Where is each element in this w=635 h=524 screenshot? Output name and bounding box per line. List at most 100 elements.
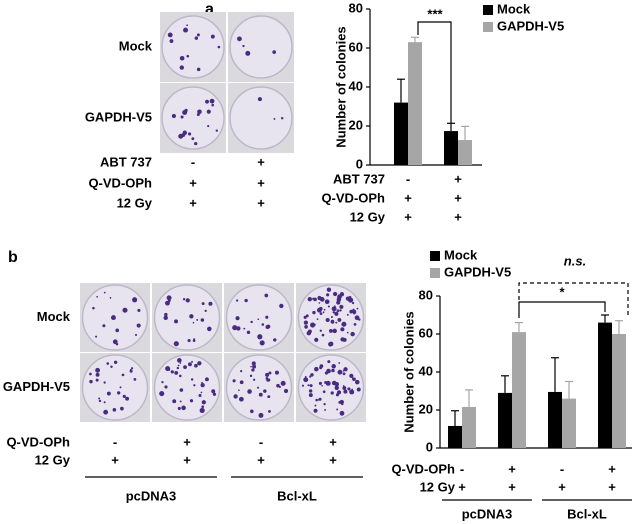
condition-sign: + (183, 452, 191, 467)
condition-sign: + (257, 175, 265, 190)
condition-sign: + (508, 479, 516, 494)
colony (326, 368, 331, 374)
colony (268, 409, 271, 413)
colony (303, 377, 309, 383)
condition-label: ABT 737 (100, 154, 152, 169)
colony (189, 399, 194, 403)
colony (307, 384, 310, 387)
group-label: pcDNA3 (126, 488, 177, 503)
plate (153, 354, 221, 421)
colony (174, 371, 179, 375)
colony (318, 381, 322, 385)
annotation: n.s. (564, 253, 586, 268)
colony (334, 386, 339, 391)
group-label: pcDNA3 (462, 506, 513, 521)
row-label: GAPDH-V5 (85, 109, 152, 124)
condition-sign: + (404, 209, 412, 224)
colony (308, 393, 313, 398)
condition-sign: + (183, 434, 191, 449)
legend-label: Mock (497, 1, 531, 16)
colony (263, 389, 267, 393)
condition-sign: + (558, 479, 566, 494)
error-bar (601, 314, 609, 323)
colony (324, 381, 328, 384)
bar (562, 398, 576, 448)
significance-bracket (518, 301, 606, 318)
colony (112, 339, 118, 345)
error-bar (501, 375, 509, 393)
colony (250, 320, 253, 324)
colony (258, 412, 264, 418)
colony (197, 361, 202, 366)
condition-sign: + (257, 154, 265, 169)
colony (215, 129, 218, 132)
colony (188, 362, 192, 367)
colony (318, 306, 323, 311)
colony (268, 371, 272, 375)
colony (102, 324, 106, 328)
colony (89, 379, 93, 384)
y-tick-label: 40 (419, 363, 433, 378)
colony (313, 323, 316, 326)
colony (165, 300, 170, 306)
bar (462, 406, 476, 448)
colony (177, 364, 180, 367)
colony (167, 32, 173, 38)
colony (169, 39, 174, 44)
row-label: Mock (119, 38, 153, 53)
legend-swatch (483, 5, 493, 15)
colony (106, 391, 111, 396)
colony (95, 367, 100, 373)
colony (119, 386, 122, 389)
colony (103, 401, 106, 404)
bar (548, 391, 562, 448)
error-bar (461, 125, 469, 141)
colony (319, 297, 325, 302)
colony (188, 132, 192, 136)
colony (235, 316, 240, 321)
condition-sign: - (259, 434, 263, 449)
colony (346, 331, 349, 334)
colony (309, 384, 313, 388)
colony (199, 407, 205, 414)
colony (208, 301, 213, 306)
colony (185, 298, 190, 303)
colony (197, 109, 202, 115)
y-tick-label: 0 (356, 156, 363, 171)
colony (337, 391, 340, 393)
colony (272, 50, 276, 54)
legend-swatch (483, 22, 493, 32)
condition-sign: + (508, 461, 516, 476)
colony (348, 295, 352, 299)
colony (349, 389, 355, 395)
colony (251, 361, 256, 366)
colony (303, 320, 309, 325)
colony (186, 24, 188, 27)
colony (237, 36, 242, 42)
colony (201, 400, 206, 405)
colony (103, 381, 106, 384)
colony (349, 373, 354, 379)
colony (330, 391, 334, 395)
colony (347, 387, 351, 391)
plate (297, 354, 365, 421)
colony (89, 372, 92, 376)
colony (201, 302, 205, 306)
colony (211, 389, 216, 394)
colony (265, 315, 269, 319)
colony (336, 383, 339, 387)
colony (318, 302, 321, 304)
colony (164, 385, 168, 389)
colony (249, 374, 253, 378)
colony (265, 372, 270, 377)
colony (171, 114, 176, 119)
colony (341, 403, 344, 406)
y-tick-label: 80 (419, 287, 433, 302)
colony (173, 341, 179, 347)
error-bar (451, 410, 459, 426)
condition-label: 12 Gy (350, 209, 386, 224)
error-bar (397, 78, 405, 103)
legend-label: GAPDH-V5 (497, 18, 564, 33)
plate (161, 15, 225, 79)
colony (331, 380, 337, 386)
